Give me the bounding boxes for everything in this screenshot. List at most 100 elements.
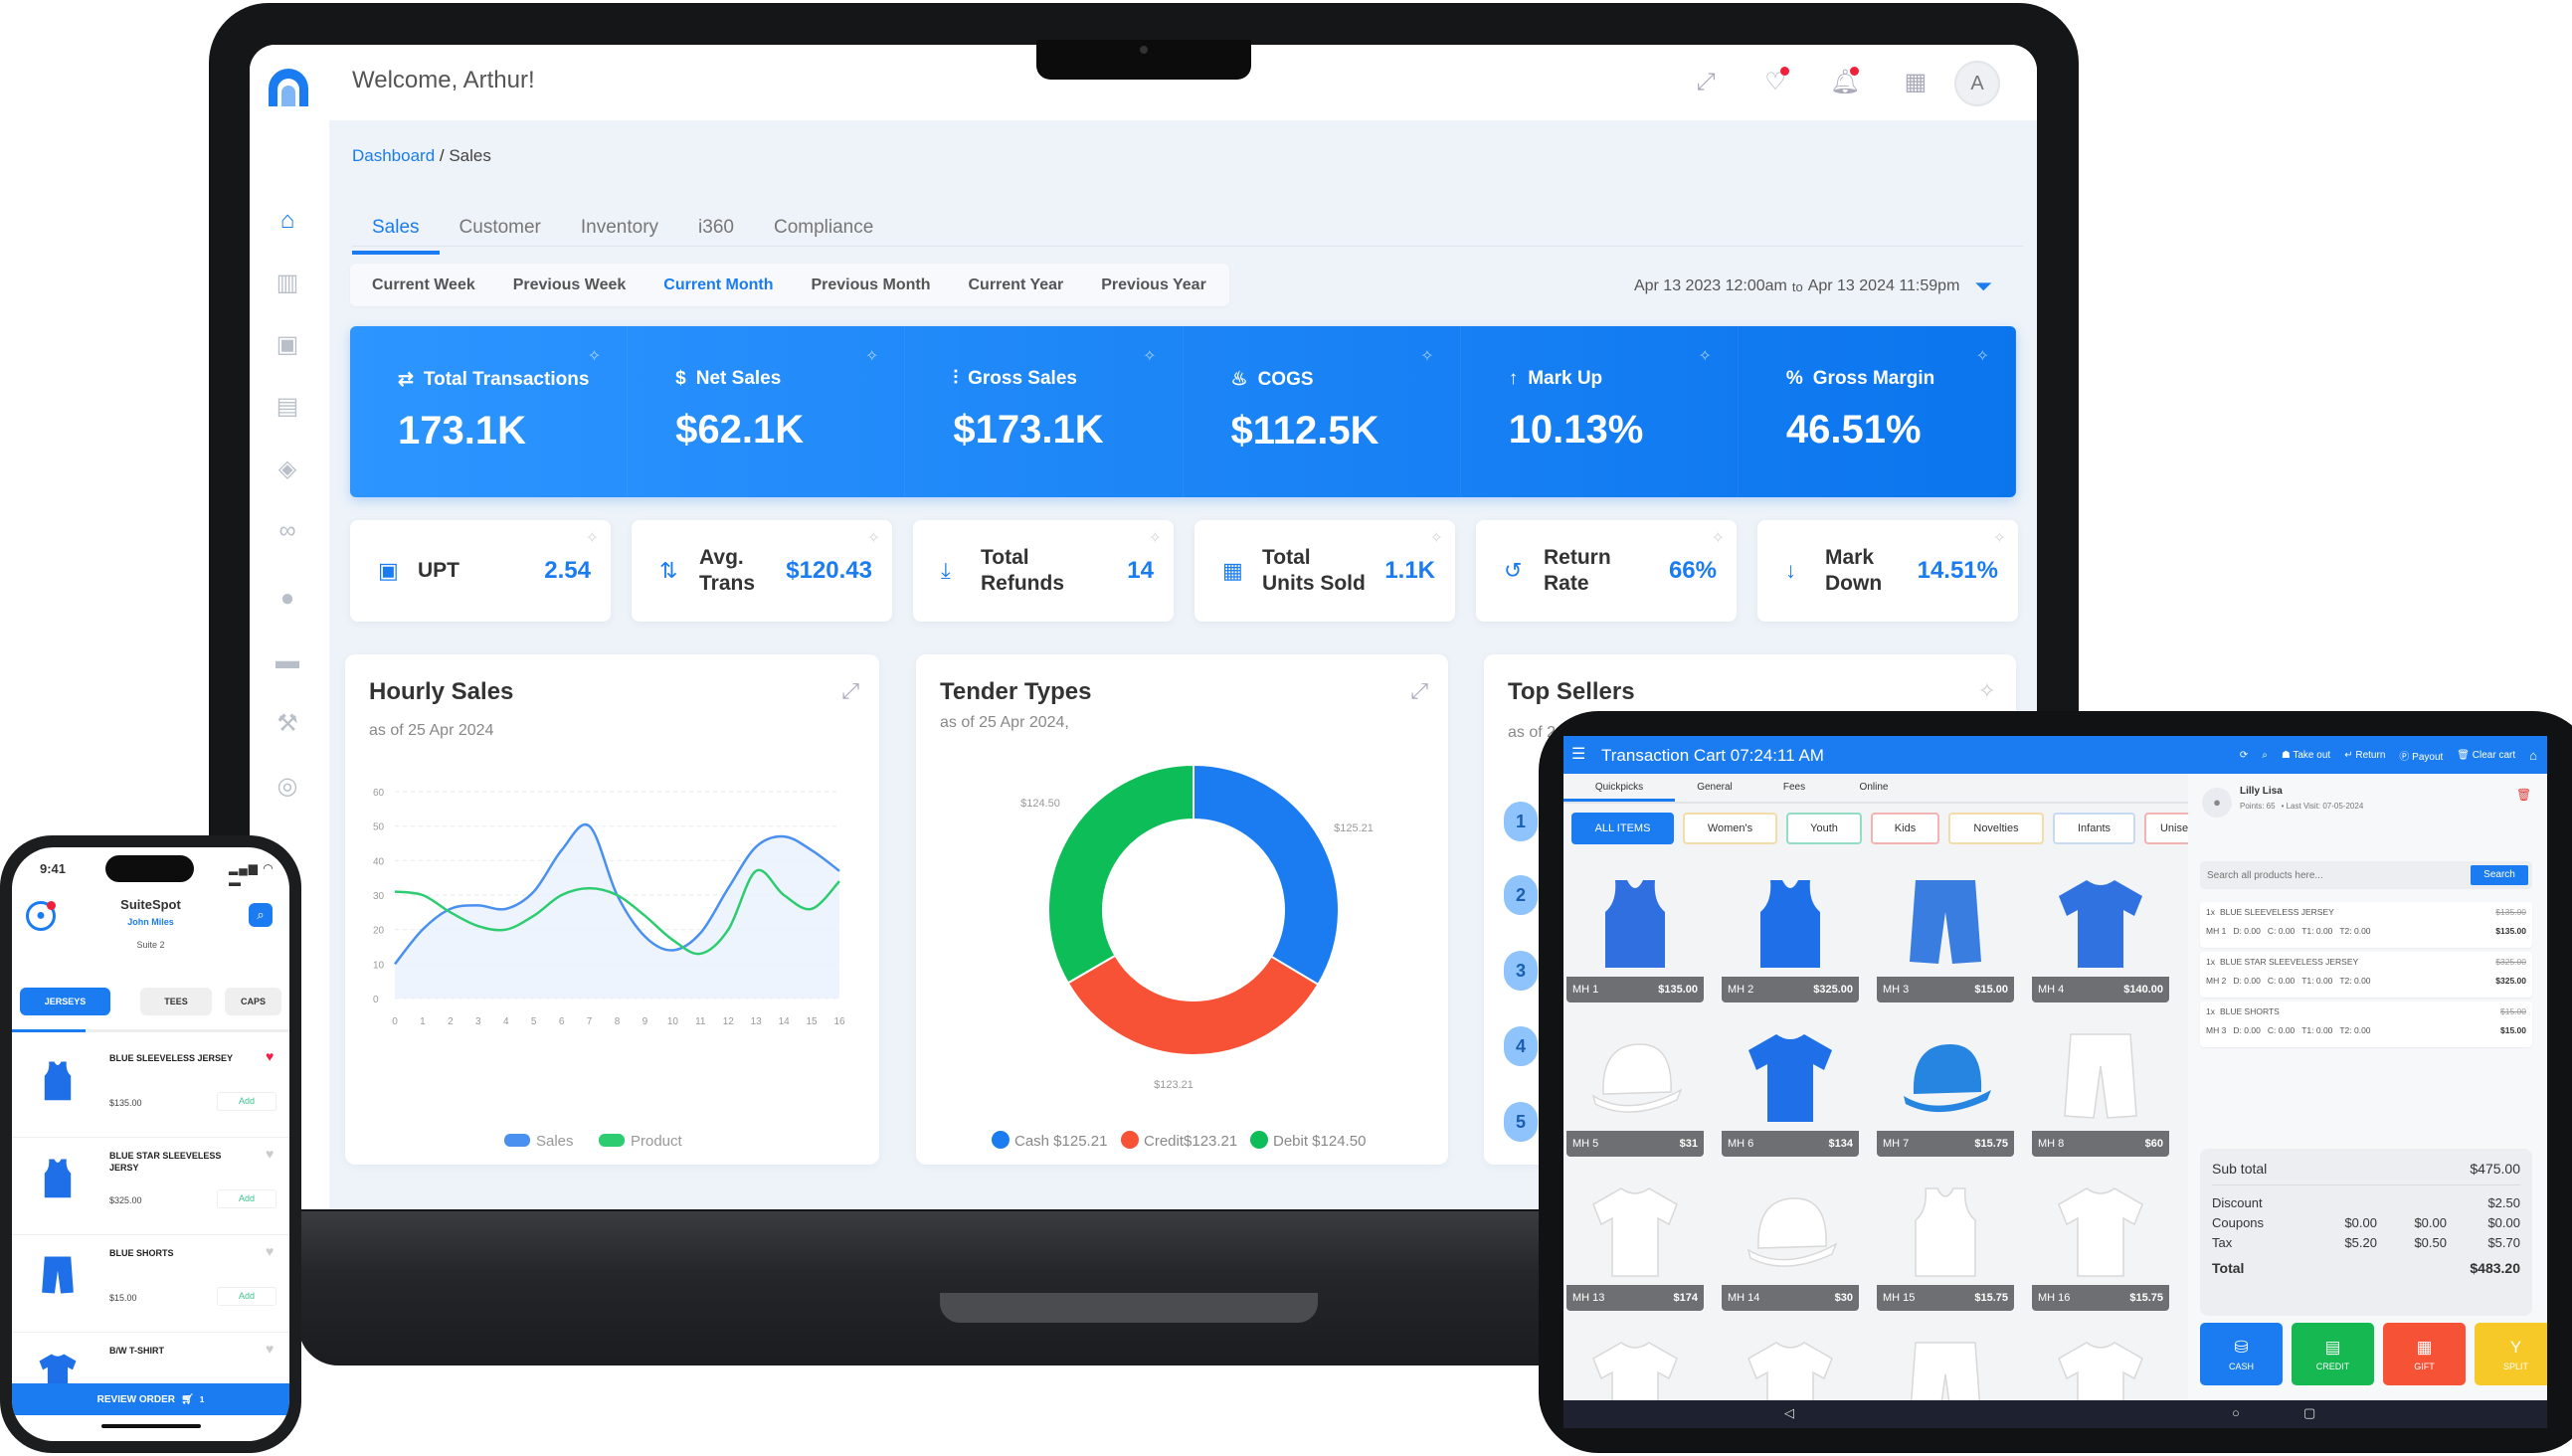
credit-card-icon[interactable]: ▬ xyxy=(276,647,299,674)
product-tile[interactable]: MH 16 $15.75 xyxy=(2032,1175,2169,1311)
product-tile[interactable]: MH 5 $31 xyxy=(1566,1020,1704,1157)
apps-grid-icon[interactable]: ▦ xyxy=(1904,69,1928,95)
tab-caps[interactable]: CAPS xyxy=(225,988,281,1015)
product-search-input[interactable] xyxy=(2200,861,2469,889)
box-icon[interactable]: ▣ xyxy=(276,331,299,358)
heart-icon[interactable]: ♥ xyxy=(266,1341,275,1357)
action-payout[interactable]: Ⓟ Payout xyxy=(2399,748,2443,763)
rank-badge[interactable]: 1 xyxy=(1504,802,1538,841)
pin-icon[interactable]: ✧ xyxy=(1429,530,1443,547)
search-icon[interactable]: ⌕ xyxy=(249,903,273,927)
product-tile[interactable]: MH 3 $15.00 xyxy=(1877,866,2014,1002)
heart-filled-icon[interactable]: ♥ xyxy=(266,1048,275,1064)
pos-tab-online[interactable]: Online xyxy=(1859,782,1889,793)
cart-item[interactable]: 1x BLUE SLEEVELESS JERSEY $135.00 MH 1 D: 0… xyxy=(2200,902,2532,948)
loop-icon[interactable]: ∞ xyxy=(278,517,296,544)
sync-icon[interactable]: ⟳ xyxy=(2239,750,2249,761)
expand-icon[interactable]: ⤢ xyxy=(1410,678,1428,703)
pin-icon[interactable]: ✧ xyxy=(866,530,880,547)
pin-icon[interactable]: ✧ xyxy=(1420,348,1434,365)
category-chip[interactable]: Women's xyxy=(1683,813,1777,844)
tab-tees[interactable]: TEES xyxy=(140,988,212,1015)
pin-icon[interactable]: ✧ xyxy=(1148,530,1162,547)
product-tile[interactable]: MH 13 $174 xyxy=(1566,1175,1704,1311)
pin-icon[interactable]: ✧ xyxy=(1992,530,2006,547)
pay-credit-button[interactable]: ▤ CREDIT xyxy=(2292,1323,2374,1385)
category-chip[interactable]: Youth xyxy=(1786,813,1862,844)
pin-icon[interactable]: ✧ xyxy=(1977,678,1996,703)
avatar[interactable]: A xyxy=(1954,61,2000,106)
pos-tab-quickpicks[interactable]: Quickpicks xyxy=(1563,774,1675,802)
review-order-button[interactable]: REVIEW ORDER 🛒︎ 1 xyxy=(12,1383,289,1415)
bell-icon[interactable]: 🔔︎ xyxy=(1829,67,1861,95)
home-icon[interactable]: ⌂ xyxy=(279,207,295,234)
pay-gift-button[interactable]: ▦ GIFT xyxy=(2383,1323,2466,1385)
period-previous-year[interactable]: Previous Year xyxy=(1101,275,1206,293)
pos-tab-general[interactable]: General xyxy=(1697,782,1733,793)
tab-jerseys[interactable]: JERSEYS xyxy=(20,988,110,1015)
archive-icon[interactable]: ▤ xyxy=(276,393,299,420)
rank-badge[interactable]: 2 xyxy=(1504,875,1538,915)
profile-icon[interactable]: ● xyxy=(26,901,56,931)
category-chip[interactable]: ALL ITEMS xyxy=(1571,813,1674,844)
product-tile[interactable]: MH 7 $15.75 xyxy=(1877,1020,2014,1157)
pos-tab-fees[interactable]: Fees xyxy=(1782,782,1806,793)
tab-inventory[interactable]: Inventory xyxy=(580,217,659,238)
filter-icon[interactable]: ⏷ xyxy=(1974,273,1992,298)
action-return[interactable]: ↵ Return xyxy=(2344,750,2385,761)
product-tile[interactable]: MH 15 $15.75 xyxy=(1877,1175,2014,1311)
recents-icon[interactable]: ▢ xyxy=(2303,1405,2316,1420)
expand-icon[interactable]: ⤢ xyxy=(1696,69,1716,95)
search-icon[interactable]: ⌕ xyxy=(2262,750,2268,761)
breadcrumb-dashboard[interactable]: Dashboard xyxy=(352,146,436,165)
search-button[interactable]: Search xyxy=(2471,865,2528,885)
wrench-icon[interactable]: ⚒ xyxy=(276,710,298,737)
pin-icon[interactable]: ✧ xyxy=(1711,530,1725,547)
pay-split-button[interactable]: Y SPLIT xyxy=(2475,1323,2547,1385)
product-tile[interactable]: MH 8 $60 xyxy=(2032,1020,2169,1157)
expand-icon[interactable]: ⤢ xyxy=(841,678,859,703)
rank-badge[interactable]: 3 xyxy=(1504,951,1538,991)
product-tile[interactable]: MH 1 $135.00 xyxy=(1566,866,1704,1002)
home-icon[interactable]: ⌂ xyxy=(2529,748,2537,763)
menu-icon[interactable]: ☰ xyxy=(1571,746,1586,763)
category-chip[interactable]: Novelties xyxy=(1948,813,2044,844)
period-current-week[interactable]: Current Week xyxy=(372,275,475,293)
tab-customer[interactable]: Customer xyxy=(459,217,541,238)
handshake-icon[interactable]: ♡ xyxy=(1757,65,1793,100)
add-button[interactable]: Add xyxy=(217,1092,276,1111)
bar-chart-icon[interactable]: ▥ xyxy=(276,270,299,296)
pin-icon[interactable]: ✧ xyxy=(1698,348,1712,365)
action-clear-cart[interactable]: 🗑 Clear cart xyxy=(2457,750,2515,761)
user-icon[interactable]: ● xyxy=(279,585,295,612)
tag-icon[interactable]: ◈ xyxy=(277,455,297,482)
rank-badge[interactable]: 5 xyxy=(1504,1102,1538,1142)
back-icon[interactable]: ◁ xyxy=(1784,1405,1794,1420)
add-button[interactable]: Add xyxy=(217,1287,276,1306)
settings-icon[interactable]: ◎ xyxy=(276,773,298,800)
home-icon[interactable]: ○ xyxy=(2232,1405,2240,1420)
pin-icon[interactable]: ✧ xyxy=(1975,348,1990,365)
cart-item[interactable]: 1x BLUE STAR SLEEVELESS JERSEY $325.00 MH 2… xyxy=(2200,952,2532,998)
pin-icon[interactable]: ✧ xyxy=(864,348,879,365)
delete-customer-icon[interactable]: 🗑︎ xyxy=(2516,788,2532,802)
category-chip[interactable]: Kids xyxy=(1871,813,1939,844)
product-tile[interactable]: MH 14 $30 xyxy=(1722,1175,1859,1311)
pin-icon[interactable]: ✧ xyxy=(585,530,599,547)
tab-i360[interactable]: i360 xyxy=(698,217,734,238)
rank-badge[interactable]: 4 xyxy=(1504,1026,1538,1066)
category-chip[interactable]: Infants xyxy=(2053,813,2135,844)
pay-cash-button[interactable]: ⛁ CASH xyxy=(2200,1323,2283,1385)
pin-icon[interactable]: ✧ xyxy=(1143,348,1157,365)
tab-compliance[interactable]: Compliance xyxy=(773,217,874,238)
action-take-out[interactable]: ☗ Take out xyxy=(2282,750,2330,761)
product-tile[interactable]: MH 6 $134 xyxy=(1722,1020,1859,1157)
product-tile[interactable]: MH 4 $140.00 xyxy=(2032,866,2169,1002)
period-current-year[interactable]: Current Year xyxy=(968,275,1064,293)
product-tile[interactable]: MH 2 $325.00 xyxy=(1722,866,1859,1002)
heart-icon[interactable]: ♥ xyxy=(266,1146,275,1162)
period-previous-week[interactable]: Previous Week xyxy=(512,275,627,293)
date-range[interactable]: Apr 13 2023 12:00am to Apr 13 2024 11:59pm… xyxy=(1634,273,1992,299)
pin-icon[interactable]: ✧ xyxy=(587,348,602,365)
cart-item[interactable]: 1x BLUE SHORTS $15.00 MH 3 D: 0.00 C: 0.00 … xyxy=(2200,1001,2532,1047)
